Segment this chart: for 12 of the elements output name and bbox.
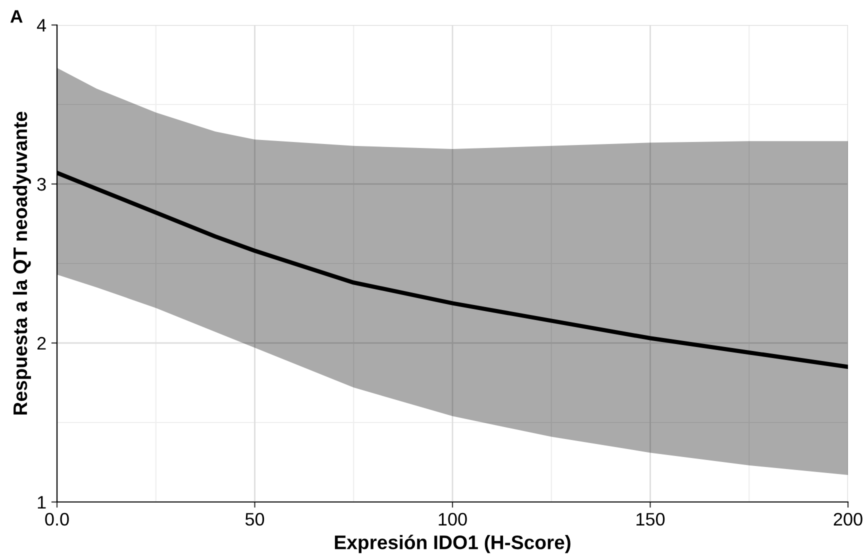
y-tick-label: 3 xyxy=(37,178,46,191)
x-axis-title: Expresión IDO1 (H-Score) xyxy=(334,534,570,554)
y-tick-label: 2 xyxy=(37,336,46,350)
x-tick-label: 100 xyxy=(438,512,467,526)
y-tick-label: 4 xyxy=(36,19,46,32)
y-tick-label: 1 xyxy=(38,496,46,509)
text: A xyxy=(10,10,23,23)
x-tick-label: 150 xyxy=(636,512,665,526)
x-tick-label: 50 xyxy=(245,512,264,526)
x-tick-label: 0.0 xyxy=(45,512,69,526)
x-tick-label: 200 xyxy=(834,512,862,526)
y-axis-title: Respuesta a la QT neoadyuvante xyxy=(12,112,31,415)
